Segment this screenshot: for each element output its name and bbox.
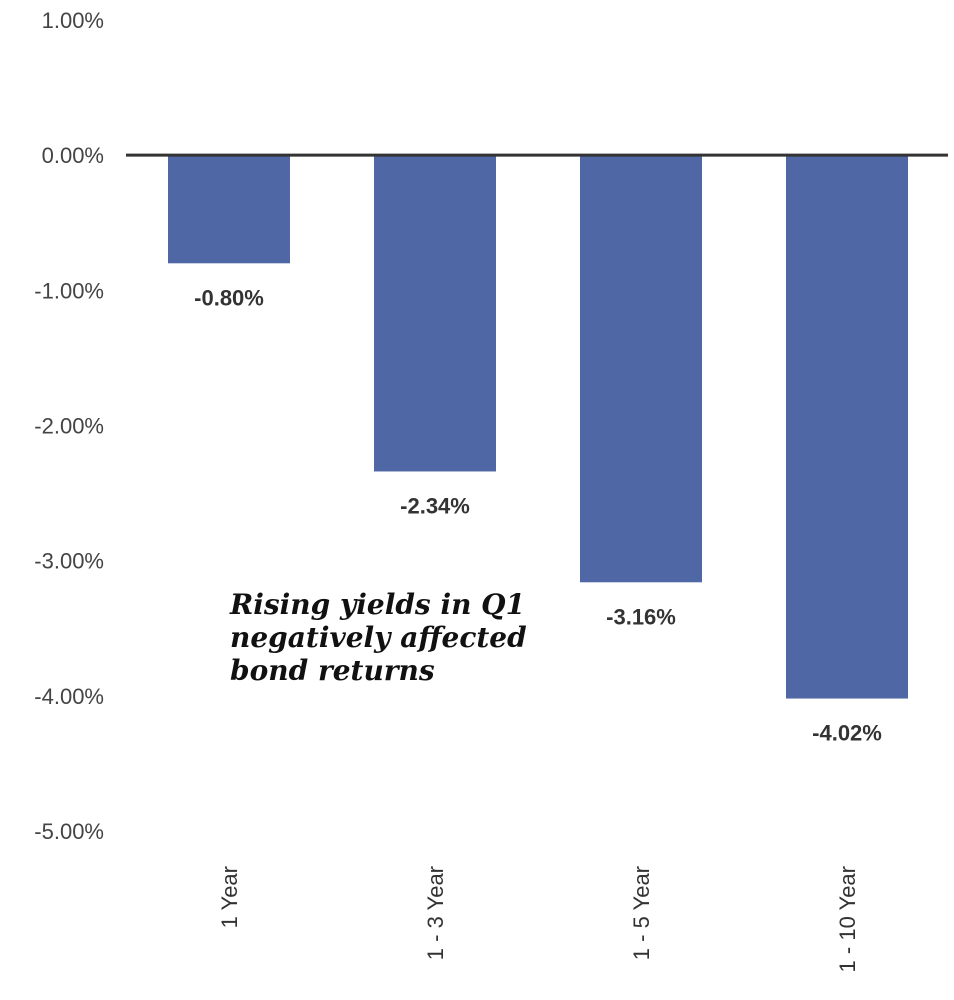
y-tick-label: -5.00% xyxy=(34,819,104,844)
y-tick-label: 1.00% xyxy=(42,8,104,33)
data-label: -0.80% xyxy=(194,285,264,310)
data-label: -4.02% xyxy=(812,721,882,746)
bar xyxy=(168,155,290,264)
bar xyxy=(580,155,702,583)
x-category-label: 1 - 10 Year xyxy=(835,866,860,972)
y-axis-tick-labels: 1.00% 0.00% -1.00% -2.00% -3.00% -4.00% -5.00% xyxy=(34,8,104,844)
bar xyxy=(786,155,908,699)
bars xyxy=(168,155,908,699)
annotation-line-3: bond returns xyxy=(230,654,435,687)
bar xyxy=(374,155,496,472)
y-tick-label: -1.00% xyxy=(34,278,104,303)
y-tick-label: -3.00% xyxy=(34,549,104,574)
x-category-label: 1 - 5 Year xyxy=(629,866,654,960)
chart-annotation: Rising yields in Q1 negatively affected … xyxy=(230,588,570,687)
data-label: -2.34% xyxy=(400,493,470,518)
x-category-label: 1 - 3 Year xyxy=(423,866,448,960)
annotation-line-2: negatively affected xyxy=(230,621,527,654)
x-axis-category-labels: 1 Year 1 - 3 Year 1 - 5 Year 1 - 10 Year xyxy=(217,866,860,972)
y-tick-label: -2.00% xyxy=(34,414,104,439)
y-tick-label: -4.00% xyxy=(34,684,104,709)
annotation-line-1: Rising yields in Q1 xyxy=(230,588,526,621)
data-label: -3.16% xyxy=(606,604,676,629)
y-tick-label: 0.00% xyxy=(42,143,104,168)
x-category-label: 1 Year xyxy=(217,866,242,928)
data-labels: -0.80% -2.34% -3.16% -4.02% xyxy=(194,285,882,745)
